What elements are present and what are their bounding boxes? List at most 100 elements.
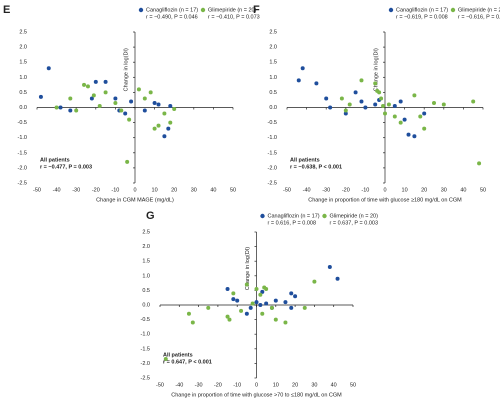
x-tick-label: 10 bbox=[273, 382, 279, 388]
point bbox=[293, 294, 298, 299]
x-tick-label: -50 bbox=[33, 187, 41, 193]
x-tick-label: 50 bbox=[230, 187, 236, 193]
point bbox=[289, 291, 294, 296]
y-tick-label: 0.5 bbox=[142, 288, 150, 294]
legend-marker bbox=[138, 7, 144, 13]
annotation-text: r = −0.638, P < 0.001 bbox=[290, 164, 342, 170]
y-tick-label: -2.5 bbox=[141, 375, 150, 381]
point bbox=[264, 301, 269, 306]
y-tick-label: -1.5 bbox=[141, 346, 150, 352]
y-tick-label: 2.5 bbox=[19, 29, 27, 35]
y-tick-label: 2.0 bbox=[269, 45, 277, 51]
point bbox=[163, 357, 168, 362]
x-tick-label: 20 bbox=[171, 187, 177, 193]
y-tick-label: 1.5 bbox=[269, 60, 277, 66]
point bbox=[343, 111, 348, 116]
point bbox=[359, 78, 364, 83]
point bbox=[422, 111, 427, 116]
point bbox=[119, 108, 124, 113]
y-tick-label: 1.5 bbox=[19, 60, 27, 66]
y-tick-label: 1.0 bbox=[269, 75, 277, 81]
y-tick-label: 0.5 bbox=[269, 90, 277, 96]
legend-label: Glimepiride (n = 20) bbox=[330, 213, 379, 219]
point bbox=[402, 117, 407, 122]
y-tick-label: 2.5 bbox=[269, 29, 277, 35]
point bbox=[296, 78, 301, 83]
y-tick-label: -2.0 bbox=[268, 165, 277, 171]
point bbox=[392, 103, 397, 108]
point bbox=[162, 111, 167, 116]
x-tick-label: 50 bbox=[350, 382, 356, 388]
point bbox=[327, 265, 332, 270]
point bbox=[328, 105, 333, 110]
x-tick-label: 10 bbox=[152, 187, 158, 193]
x-tick-label: -30 bbox=[72, 187, 80, 193]
point bbox=[206, 305, 211, 310]
point bbox=[225, 286, 230, 291]
legend-label: Canagliflozin (n = 17) bbox=[396, 7, 448, 13]
point bbox=[162, 134, 167, 139]
y-tick-label: -2.0 bbox=[18, 165, 27, 171]
x-tick-label: 30 bbox=[441, 187, 447, 193]
x-tick-label: 20 bbox=[292, 382, 298, 388]
point bbox=[343, 108, 348, 113]
point bbox=[258, 292, 263, 297]
point bbox=[250, 301, 255, 306]
point bbox=[269, 305, 274, 310]
point bbox=[89, 96, 94, 101]
y-tick-label: 2.0 bbox=[142, 244, 150, 250]
point bbox=[335, 276, 340, 281]
x-tick-label: 10 bbox=[402, 187, 408, 193]
point bbox=[54, 105, 59, 110]
y-tick-label: 0.0 bbox=[269, 105, 277, 111]
point bbox=[103, 90, 108, 95]
annotation-title: All patients bbox=[290, 157, 320, 163]
y-tick-label: 1.0 bbox=[142, 273, 150, 279]
legend-stat: r = 0.637, P = 0.003 bbox=[330, 220, 379, 226]
point bbox=[190, 320, 195, 325]
point bbox=[373, 102, 378, 107]
x-tick-label: 40 bbox=[210, 187, 216, 193]
y-axis-label: Change in log(DI) bbox=[245, 247, 251, 290]
y-axis-label: Change in log(DI) bbox=[123, 48, 129, 91]
point bbox=[258, 303, 263, 307]
point bbox=[123, 111, 128, 116]
point bbox=[412, 134, 417, 139]
point bbox=[85, 84, 90, 89]
y-tick-label: 0.0 bbox=[142, 302, 150, 308]
y-tick-label: -0.5 bbox=[18, 120, 27, 126]
point bbox=[324, 96, 329, 101]
x-axis-label: Change in proportion of time with glucos… bbox=[308, 197, 462, 203]
y-tick-label: -1.0 bbox=[268, 135, 277, 141]
point bbox=[46, 66, 51, 71]
point bbox=[125, 159, 130, 164]
x-tick-label: 40 bbox=[460, 187, 466, 193]
point bbox=[231, 297, 236, 302]
point bbox=[152, 126, 157, 131]
point bbox=[386, 102, 391, 107]
point bbox=[363, 105, 368, 110]
point bbox=[260, 311, 265, 316]
point bbox=[359, 99, 364, 104]
panel-label: F bbox=[253, 4, 260, 16]
annotation-title: All patients bbox=[163, 352, 193, 358]
point bbox=[235, 298, 240, 303]
point bbox=[406, 132, 411, 137]
point bbox=[82, 82, 87, 87]
point bbox=[381, 103, 386, 108]
point bbox=[398, 99, 403, 104]
point bbox=[248, 305, 253, 310]
y-tick-label: -1.0 bbox=[18, 135, 27, 141]
point bbox=[373, 81, 378, 86]
legend-label: Glimepiride (n = 20) bbox=[208, 7, 257, 13]
point bbox=[244, 282, 249, 287]
point bbox=[300, 66, 305, 71]
panel-label: G bbox=[146, 210, 155, 222]
legend-stat: r = −0.616, P = 0.004 bbox=[458, 14, 500, 20]
point bbox=[172, 107, 177, 112]
y-tick-label: 0.5 bbox=[19, 90, 27, 96]
legend-stat: r = −0.410, P = 0.073 bbox=[208, 14, 260, 20]
point bbox=[383, 111, 387, 116]
legend-stat: r = −0.619, P = 0.008 bbox=[396, 14, 448, 20]
